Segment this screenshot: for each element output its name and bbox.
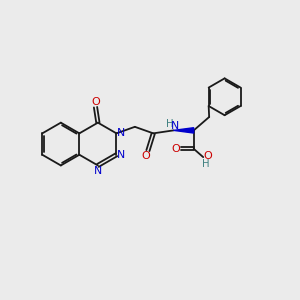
- Text: N: N: [94, 167, 102, 176]
- Text: N: N: [171, 121, 179, 131]
- Text: H: H: [202, 159, 210, 169]
- Text: O: O: [141, 151, 150, 161]
- Text: O: O: [203, 151, 212, 161]
- Text: O: O: [91, 97, 100, 107]
- Text: H: H: [166, 119, 174, 129]
- Text: N: N: [116, 128, 125, 138]
- Text: N: N: [116, 150, 125, 160]
- Text: O: O: [172, 144, 180, 154]
- Polygon shape: [173, 128, 194, 133]
